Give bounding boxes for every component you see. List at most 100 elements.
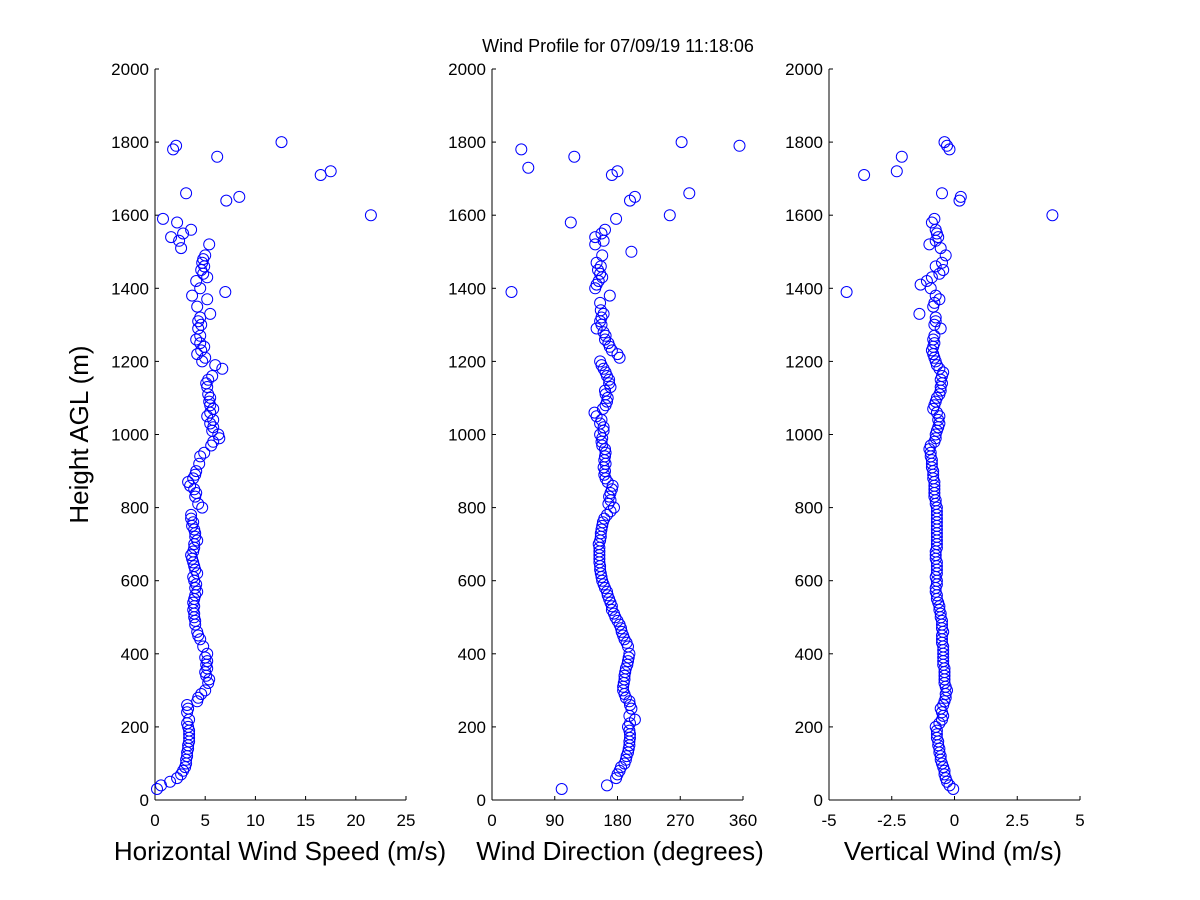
data-point (595, 311, 608, 324)
data-point (194, 282, 207, 295)
x-axis-label: Wind Direction (degrees) (476, 836, 764, 866)
data-point (598, 512, 611, 525)
panel-3: 0 200 400 600 800 1000 1200 1400 1600 1800 2000 -5 -… (785, 60, 1085, 866)
data-point (219, 286, 232, 298)
y-tick-label: 600 (121, 572, 149, 591)
y-tick-label: 200 (121, 718, 149, 737)
data-point (175, 242, 188, 255)
data-point (195, 688, 208, 700)
y-tick-label: 1000 (448, 426, 486, 445)
data-point (611, 768, 624, 781)
x-tick-label: 15 (296, 811, 315, 830)
y-tick-label: 2000 (448, 60, 486, 79)
data-point (594, 296, 607, 309)
data-point (194, 337, 207, 350)
data-point (599, 450, 611, 463)
y-tick-label: 1200 (785, 352, 823, 371)
data-point (191, 348, 204, 361)
y-tick-label: 1200 (111, 352, 149, 371)
data-point (198, 340, 211, 353)
data-point (173, 234, 186, 247)
data-point (207, 421, 220, 434)
data-point (187, 516, 200, 529)
x-tick-label: -5 (821, 811, 836, 830)
x-tick-label: 0 (950, 811, 959, 830)
x-tick-label: 2.5 (1005, 811, 1029, 830)
data-point (933, 267, 946, 280)
data-point (216, 362, 229, 375)
data-point (167, 143, 180, 156)
data-point (275, 136, 288, 149)
data-point (620, 636, 633, 649)
data-point (157, 212, 169, 225)
data-point (193, 457, 206, 470)
data-point (599, 443, 611, 456)
data-point (171, 216, 184, 229)
y-tick-label: 400 (121, 645, 149, 664)
data-point (928, 212, 941, 225)
y-tick-label: 2000 (785, 60, 823, 79)
panel-2: 0 200 400 600 800 1000 1200 1400 1600 1800 2000 0 90… (448, 60, 764, 866)
data-point (522, 161, 535, 174)
data-point (602, 337, 615, 350)
y-tick-label: 1400 (448, 279, 486, 298)
data-point (929, 315, 942, 328)
data-point (188, 523, 201, 536)
data-point (194, 450, 207, 463)
data-point (192, 691, 205, 704)
data-point (595, 227, 608, 240)
data-point (597, 421, 610, 434)
figure-title: Wind Profile for 07/09/19 11:18:06 (482, 36, 754, 56)
data-point (929, 432, 942, 445)
data-point (599, 333, 611, 346)
data-point (628, 190, 641, 203)
y-tick-label: 1600 (785, 206, 823, 225)
data-point (364, 209, 377, 222)
data-point (675, 136, 688, 149)
x-tick-label: 25 (397, 811, 416, 830)
x-tick-label: 5 (1075, 811, 1084, 830)
data-point (190, 275, 203, 287)
x-axis-label: Horizontal Wind Speed (m/s) (114, 836, 446, 866)
data-point (613, 351, 626, 364)
panel-1: 0 200 400 600 800 1000 1200 1400 1600 1800 2000 0 5 1… (64, 60, 446, 866)
y-tick-label: 1800 (785, 133, 823, 152)
y-tick-label: 1800 (111, 133, 149, 152)
data-point (599, 446, 612, 459)
y-tick-label: 1800 (448, 133, 486, 152)
data-point (589, 231, 602, 244)
y-tick-label: 0 (477, 791, 486, 810)
x-axis-label: Vertical Wind (m/s) (844, 836, 1062, 866)
data-point (937, 366, 950, 379)
data-point (197, 640, 210, 653)
data-point (618, 669, 631, 682)
y-tick-label: 600 (795, 572, 823, 591)
data-point (199, 684, 212, 697)
data-point (615, 625, 628, 638)
x-tick-label: 180 (603, 811, 631, 830)
data-point (929, 720, 942, 733)
data-point (934, 702, 947, 715)
data-point (601, 779, 613, 792)
data-point (923, 238, 936, 251)
x-tick-label: 5 (200, 811, 209, 830)
data-point (185, 223, 198, 236)
data-point (220, 194, 233, 207)
data-point (165, 231, 178, 244)
data-point (936, 187, 948, 200)
data-point (203, 238, 216, 251)
data-point (564, 216, 577, 229)
data-point (206, 370, 219, 382)
data-point (189, 530, 202, 543)
data-point (171, 772, 184, 785)
data-point (1046, 209, 1059, 222)
x-tick-label: 10 (246, 811, 265, 830)
y-tick-label: 800 (795, 499, 823, 518)
data-point (202, 373, 215, 386)
data-point (198, 446, 211, 459)
data-point (589, 238, 602, 251)
data-point (597, 326, 610, 339)
y-tick-label: 0 (814, 791, 823, 810)
data-point (201, 410, 214, 423)
